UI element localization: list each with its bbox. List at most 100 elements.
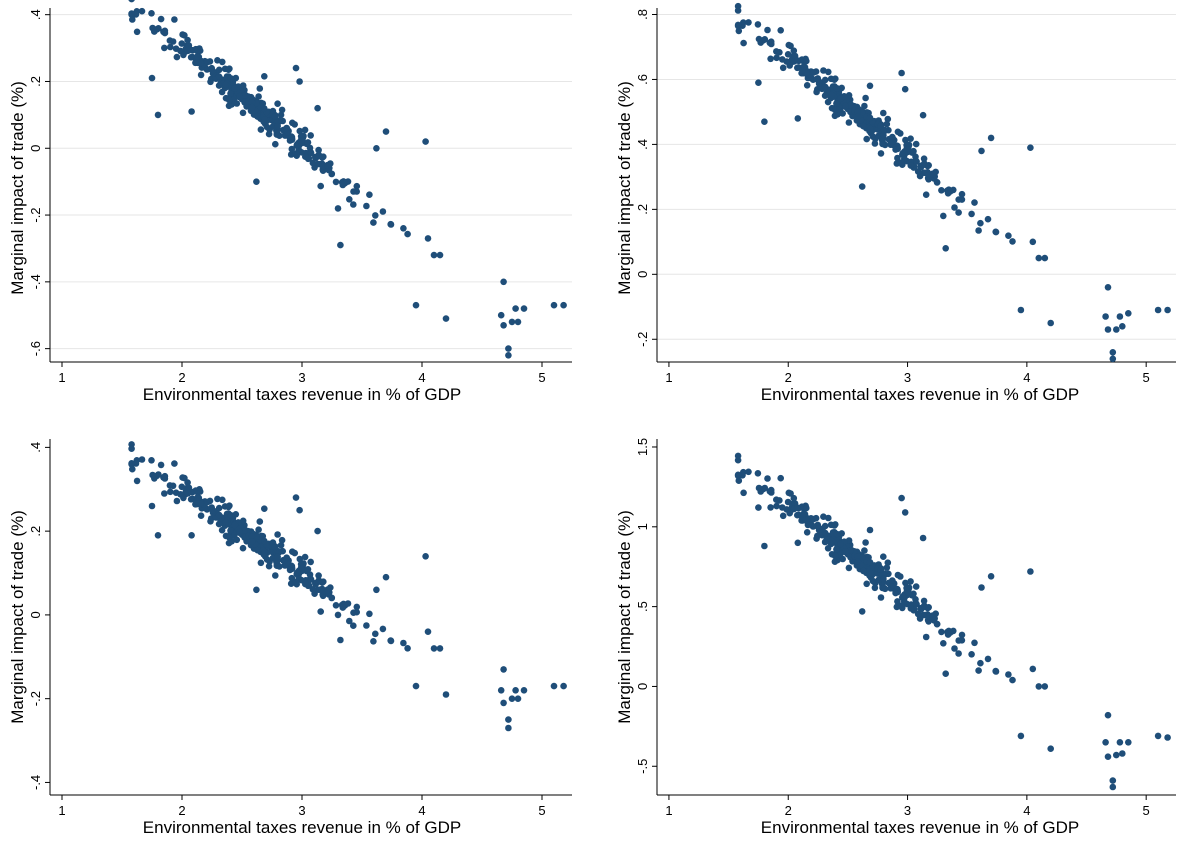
data-point [296, 506, 303, 514]
data-point [248, 533, 256, 540]
data-point [933, 620, 941, 628]
scatter-points [128, 441, 567, 732]
data-point [898, 602, 905, 609]
data-point [313, 579, 321, 586]
data-point [754, 470, 762, 477]
data-point [288, 145, 296, 153]
data-point [215, 520, 223, 528]
data-point [307, 149, 315, 157]
data-point [412, 301, 420, 309]
data-point [839, 555, 846, 563]
data-point [314, 527, 321, 535]
panel-top-right: 1 2 3 4 5 -.2 0 .2 .4 .6 .8 Environmental taxes re… [615, 2, 1176, 404]
data-point [166, 482, 174, 489]
data-point [339, 181, 347, 189]
data-point [128, 460, 135, 467]
data-point [1041, 254, 1049, 262]
data-point [777, 474, 784, 482]
y-tick-label: -.2 [635, 332, 650, 347]
data-point [328, 170, 336, 178]
x-axis-title: Environmental taxes revenue in % of GDP [143, 385, 461, 404]
data-point [236, 92, 243, 100]
data-point [436, 645, 444, 652]
data-point [862, 539, 869, 546]
y-tick-label: .5 [635, 601, 650, 612]
data-point [219, 496, 226, 504]
data-point [907, 605, 915, 612]
data-point [784, 51, 792, 58]
data-point [379, 625, 387, 633]
x-tick-label: 1 [665, 370, 672, 385]
data-point [933, 179, 941, 186]
data-point [1035, 254, 1043, 262]
data-point [128, 10, 135, 17]
data-point [794, 539, 802, 547]
data-point [929, 171, 937, 178]
data-point [879, 584, 886, 592]
data-point [188, 532, 195, 539]
data-point [779, 512, 787, 520]
data-point [514, 318, 522, 326]
y-tick-label: 1.5 [635, 438, 650, 456]
data-point [157, 15, 165, 23]
data-point [261, 548, 269, 556]
data-point [512, 687, 519, 694]
x-tick-label: 2 [178, 803, 185, 818]
data-point [1035, 683, 1043, 690]
data-point [1027, 568, 1034, 575]
data-point [296, 555, 304, 563]
data-point [837, 95, 844, 102]
data-point [892, 146, 899, 153]
data-point [293, 141, 301, 148]
data-point [302, 580, 309, 588]
data-point [866, 526, 874, 534]
x-tick-label: 5 [538, 370, 545, 385]
data-point [424, 628, 432, 635]
data-point [436, 251, 444, 259]
data-point [133, 28, 141, 36]
data-point [256, 518, 264, 525]
data-point [520, 687, 528, 694]
x-tick-label: 5 [1143, 370, 1150, 385]
data-point [301, 553, 309, 561]
data-point [171, 16, 178, 23]
data-point [313, 153, 321, 160]
data-point [899, 149, 907, 157]
data-point [319, 154, 326, 161]
data-point [968, 651, 975, 658]
data-point [317, 608, 325, 615]
x-tick-label: 4 [418, 370, 425, 385]
data-point [867, 125, 874, 133]
data-point [1125, 739, 1132, 746]
data-point [286, 137, 294, 144]
data-point [317, 182, 325, 190]
data-point [773, 48, 780, 55]
data-point [350, 609, 357, 616]
data-point [794, 511, 801, 519]
data-point [274, 100, 281, 107]
data-point [301, 126, 309, 134]
y-tick-label: .4 [28, 442, 43, 453]
panel-bottom-right: 1 2 3 4 5 -.5 0 .5 1 1.5 Environmental taxes reve… [615, 438, 1176, 837]
y-axis-title: Marginal impact of trade (%) [615, 510, 634, 724]
data-point [761, 36, 769, 43]
data-point [745, 468, 752, 476]
data-point [803, 57, 810, 65]
x-axis-title: Environmental taxes revenue in % of GDP [143, 818, 461, 837]
data-point [148, 502, 156, 510]
data-point [863, 580, 870, 588]
data-point [1116, 739, 1124, 746]
data-point [831, 558, 839, 565]
data-point [897, 130, 904, 137]
data-point [370, 219, 377, 226]
panel-bottom-left: 1 2 3 4 5 -.4 -.2 0 .2 .4 Environmental taxes rev… [8, 439, 572, 837]
data-point [309, 586, 317, 593]
data-point [800, 510, 807, 518]
data-point [332, 602, 340, 609]
data-point [404, 645, 411, 652]
data-point [984, 655, 992, 663]
data-point [912, 140, 920, 148]
data-point [889, 133, 896, 141]
data-point [278, 536, 286, 544]
data-point [951, 204, 958, 211]
